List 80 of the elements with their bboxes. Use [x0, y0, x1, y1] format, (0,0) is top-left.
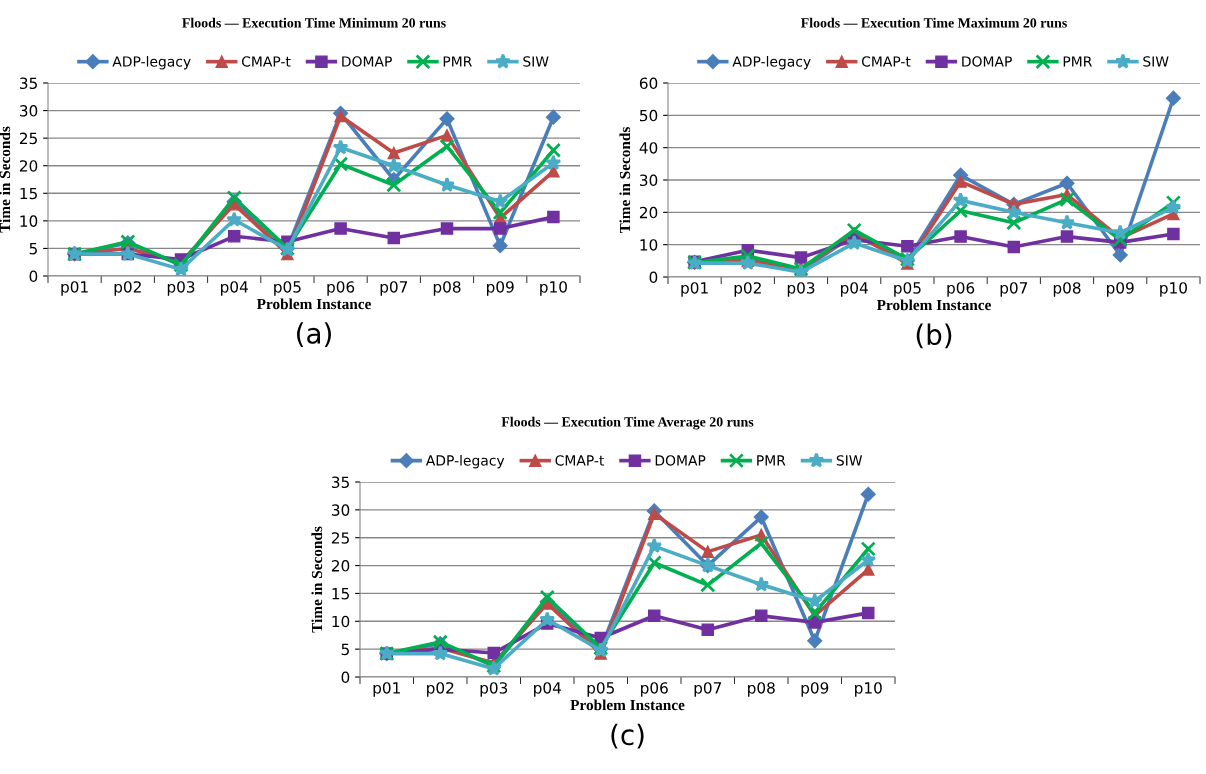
y-tick-label: 20 [331, 560, 350, 572]
y-tick-label: 50 [640, 109, 658, 122]
legend-label: ADP-legacy [425, 454, 505, 469]
text: (a) [297, 322, 331, 348]
y-tick-label: 35 [20, 77, 37, 90]
y-tick-label: 60 [639, 77, 658, 90]
legend-label: SIW [1143, 56, 1169, 67]
y-tick-label: 30 [332, 504, 350, 516]
y-tick-label: 25 [331, 532, 349, 544]
y-tick-label: 35 [332, 476, 349, 489]
x-tick-label: p10 [855, 682, 882, 697]
x-tick-label: p01 [681, 282, 708, 297]
x-tick-label: p06 [947, 282, 975, 297]
x-tick-label: p09 [1107, 282, 1134, 297]
legend-label: PMR [1063, 56, 1092, 67]
x-tick-label: p07 [380, 281, 408, 296]
y-tick-label: 0 [29, 270, 38, 283]
x-tick-label: p04 [841, 282, 868, 297]
legend-label: ADP-legacy [112, 55, 191, 70]
x-tick-label: p05 [894, 282, 921, 297]
x-tick-label: p01 [373, 682, 400, 697]
x-tick-label: p05 [274, 281, 301, 296]
legend-label: CMAP-t [861, 56, 911, 67]
legend-label: DOMAP [342, 56, 392, 67]
x-tick-label: p04 [221, 281, 248, 296]
x-axis-title: Problem Instance [570, 699, 685, 711]
y-axis-title: Time in Seconds [619, 127, 631, 234]
x-tick-label: p10 [1160, 282, 1187, 297]
legend-label: PMR [443, 56, 472, 67]
x-tick-label: p03 [480, 682, 508, 697]
y-tick-label: 0 [341, 671, 350, 684]
y-tick-label: 30 [640, 174, 658, 187]
chart-title: Floods — Execution Time Maximum 20 runs [800, 17, 1067, 28]
legend-label: SIW [523, 56, 549, 67]
x-axis-title: Problem Instance [256, 298, 371, 310]
y-axis-title: Time in Seconds [0, 126, 11, 233]
x-tick-label: p08 [433, 281, 461, 296]
x-tick-label: p03 [167, 281, 195, 296]
y-tick-label: 5 [29, 243, 37, 255]
legend-label: ADP-legacy [732, 55, 811, 70]
y-tick-label: 25 [19, 132, 37, 145]
y-tick-label: 20 [19, 160, 38, 172]
x-tick-label: p05 [587, 682, 614, 697]
x-tick-label: p10 [540, 281, 567, 296]
y-tick-label: 0 [649, 271, 658, 284]
x-tick-label: p07 [1000, 282, 1028, 297]
chart-title: Floods — Execution Time Minimum 20 runs [182, 17, 446, 28]
x-tick-label: p07 [694, 682, 722, 697]
x-tick-label: p04 [534, 682, 561, 697]
x-tick-label: p06 [641, 682, 668, 697]
legend-label: DOMAP [655, 455, 706, 466]
x-tick-label: p09 [801, 682, 829, 697]
y-tick-label: 10 [332, 615, 350, 628]
y-tick-label: 30 [20, 105, 38, 117]
y-tick-label: 20 [639, 206, 658, 219]
x-tick-label: p06 [327, 281, 355, 296]
x-tick-label: p02 [734, 282, 761, 297]
x-tick-label: p09 [487, 281, 514, 296]
legend-label: SIW [836, 455, 863, 466]
legend-label: CMAP-t [241, 56, 291, 67]
legend-label: CMAP-t [555, 455, 605, 466]
y-tick-label: 15 [332, 588, 349, 600]
x-axis-title: Problem Instance [876, 299, 991, 311]
x-tick-label: p08 [748, 682, 775, 697]
text: (b) [916, 323, 952, 349]
x-tick-label: p02 [427, 682, 454, 697]
y-axis-title: Time in Seconds [311, 526, 323, 633]
text: (c) [611, 723, 644, 749]
chart-title: Floods — Execution Time Average 20 runs [501, 416, 754, 430]
y-tick-label: 40 [639, 142, 658, 154]
x-tick-label: p03 [787, 282, 815, 297]
legend-label: PMR [757, 455, 786, 466]
y-tick-label: 5 [341, 643, 349, 656]
legend-label: DOMAP [962, 56, 1012, 67]
x-tick-label: p01 [61, 281, 88, 296]
x-tick-label: p08 [1053, 282, 1081, 297]
y-tick-label: 10 [20, 215, 38, 227]
y-tick-label: 10 [640, 239, 658, 251]
y-tick-label: 15 [20, 187, 37, 200]
x-tick-label: p02 [114, 281, 141, 296]
